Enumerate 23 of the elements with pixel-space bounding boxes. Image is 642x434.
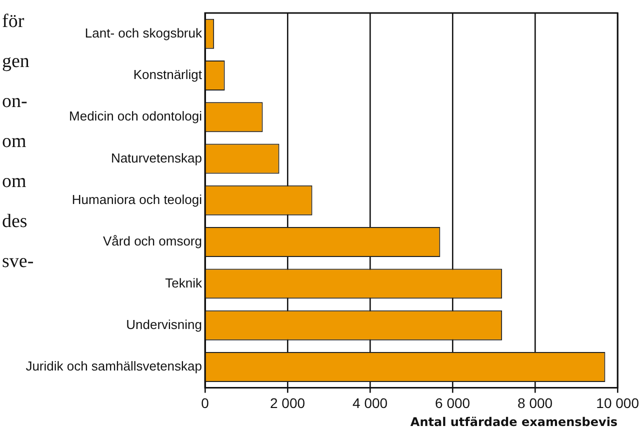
text: on- [2,90,28,114]
text: om [2,130,28,154]
text: sve- [2,250,34,274]
x-tick-label: 0 [201,395,210,412]
text: gen [2,50,30,74]
x-tick-label: 8 000 [518,395,553,412]
y-tick-label: Undervisning [126,316,202,332]
x-tick-label: 6 000 [435,395,470,412]
y-tick-label: Teknik [165,275,202,290]
x-tick-label: 4 000 [352,395,388,412]
text: des [2,210,28,234]
y-tick-label: Medicin och odontologi [69,108,202,124]
x-tick-label: 10 000 [596,395,640,412]
text: för [2,10,26,34]
y-tick-label: Vård och omsorg [103,234,202,249]
y-tick-label: Humaniora och teologi [72,192,202,207]
y-tick-label: Konstnärligt [133,67,202,82]
x-axis-title: Antal utfärdade examensbevis [410,414,618,429]
y-tick-label: Naturvetenskap [110,150,202,166]
x-tick-label: 2 000 [270,395,306,412]
y-tick-label: Lant- och skogsbruk [84,25,202,40]
text: om [2,170,28,194]
y-tick-label: Juridik och samhällsvetenskap [26,358,202,374]
